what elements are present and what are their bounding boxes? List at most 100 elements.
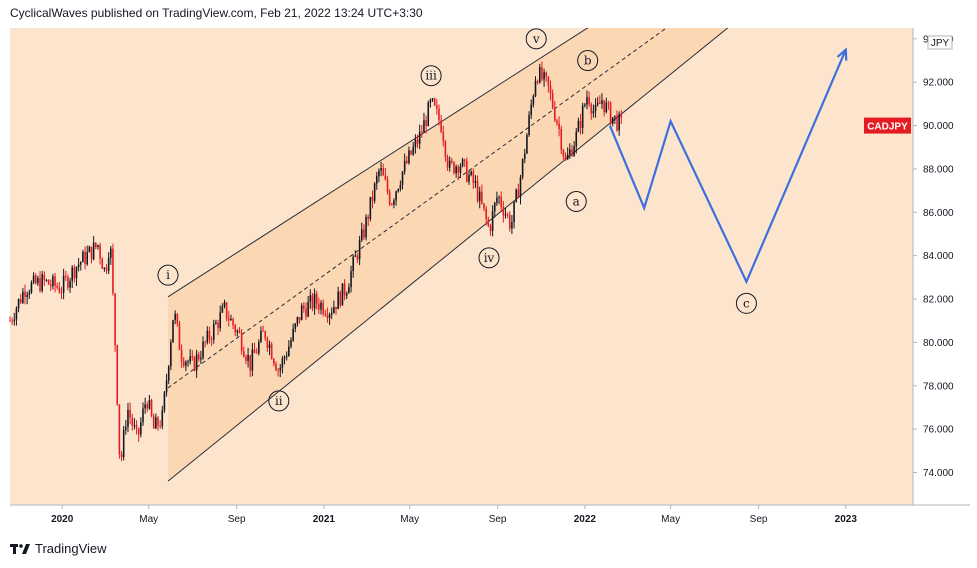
candle-body: [478, 191, 481, 201]
candle-body: [526, 135, 528, 154]
candle-body: [103, 267, 106, 269]
candle-body: [511, 222, 513, 229]
candle-body: [375, 176, 378, 184]
symbol-badge-text: CADJPY: [867, 122, 908, 133]
candle-body: [176, 313, 179, 324]
candle-body: [172, 320, 174, 343]
y-tick-label: 92.000: [923, 78, 954, 89]
candle-body: [204, 341, 206, 343]
candle-body: [97, 245, 99, 248]
candle-body: [496, 197, 498, 203]
candle-body: [603, 100, 605, 112]
candle-body: [157, 417, 159, 426]
candle-body: [369, 196, 372, 220]
candle-body: [451, 160, 453, 163]
candle-body: [180, 349, 183, 362]
candle-body: [493, 202, 496, 212]
candle-body: [285, 355, 288, 358]
wave-label-circle: [268, 390, 290, 412]
candle-body: [125, 426, 127, 430]
candle-body: [339, 291, 342, 306]
candle-body: [547, 76, 550, 86]
candle-body: [77, 264, 80, 267]
candle-body: [67, 276, 69, 288]
projection-arrowhead: [836, 47, 848, 61]
candle-body: [427, 102, 430, 127]
candle-body: [127, 409, 129, 427]
candle-body: [45, 279, 48, 281]
candle-body: [43, 274, 46, 281]
x-tick-label: May: [139, 514, 158, 525]
candle-body: [15, 308, 18, 320]
candle-body: [341, 283, 344, 306]
candle-body: [459, 166, 462, 173]
x-tick-label: Sep: [750, 514, 768, 525]
wave-label-a: a: [565, 190, 587, 212]
candle-body: [534, 80, 537, 97]
candle-body: [517, 189, 520, 198]
candle-body: [384, 175, 387, 180]
wave-label-text: ii: [275, 394, 283, 408]
candle-body: [275, 363, 277, 371]
candle-body: [433, 98, 436, 106]
candle-body: [212, 323, 215, 340]
y-tick-label: 78.000: [923, 381, 954, 392]
wave-label-circle: [735, 292, 757, 314]
candle-body: [52, 276, 54, 287]
candle-body: [305, 308, 307, 317]
candle-body: [225, 302, 228, 319]
candle-body: [425, 120, 427, 127]
candle-body: [573, 146, 575, 157]
candle-body: [421, 131, 423, 133]
candle-body: [24, 291, 26, 297]
candle-body: [406, 160, 408, 163]
candle-body: [303, 305, 305, 309]
candle-body: [350, 271, 352, 288]
candle-body: [444, 141, 447, 157]
candle-body: [395, 191, 397, 201]
candle-body: [49, 284, 52, 287]
candle-body: [266, 338, 269, 348]
candle-body: [423, 120, 425, 133]
candle-body: [592, 110, 595, 114]
candle-body: [90, 246, 93, 260]
y-tick-label: 82.000: [923, 295, 954, 306]
candle-body: [545, 72, 548, 77]
x-tick-label: 2023: [835, 514, 858, 525]
candle-body: [382, 168, 385, 176]
wave-label-circle: [577, 50, 599, 72]
candle-body: [577, 120, 580, 132]
candle-body: [457, 166, 460, 173]
candle-body: [431, 98, 434, 101]
candle-body: [197, 354, 200, 360]
candle-body: [22, 291, 24, 303]
candle-body: [513, 201, 515, 223]
channel-upper-line: [167, 28, 589, 298]
candle-body: [54, 276, 56, 287]
candle-body: [58, 287, 61, 293]
x-tick-label: 2020: [51, 514, 74, 525]
candle-body: [165, 380, 168, 393]
candle-body: [483, 203, 485, 209]
candle-body: [558, 123, 560, 129]
candle-body: [264, 331, 267, 339]
candle-body: [99, 245, 101, 259]
candle-body: [131, 417, 134, 426]
candle-body: [178, 323, 181, 350]
candle-body: [174, 313, 176, 321]
candle-body: [393, 200, 395, 205]
candle-body: [442, 132, 445, 142]
candle-body: [298, 317, 301, 321]
candle-body: [476, 181, 479, 201]
candle-body: [28, 292, 31, 295]
candle-body: [352, 256, 354, 272]
candle-body: [37, 278, 39, 284]
candle-body: [523, 153, 526, 160]
candle-body: [311, 295, 314, 309]
symbol-badge-bg: [864, 117, 911, 134]
x-tick-label: May: [400, 514, 419, 525]
candle-body: [191, 356, 194, 358]
candle-body: [82, 251, 84, 263]
